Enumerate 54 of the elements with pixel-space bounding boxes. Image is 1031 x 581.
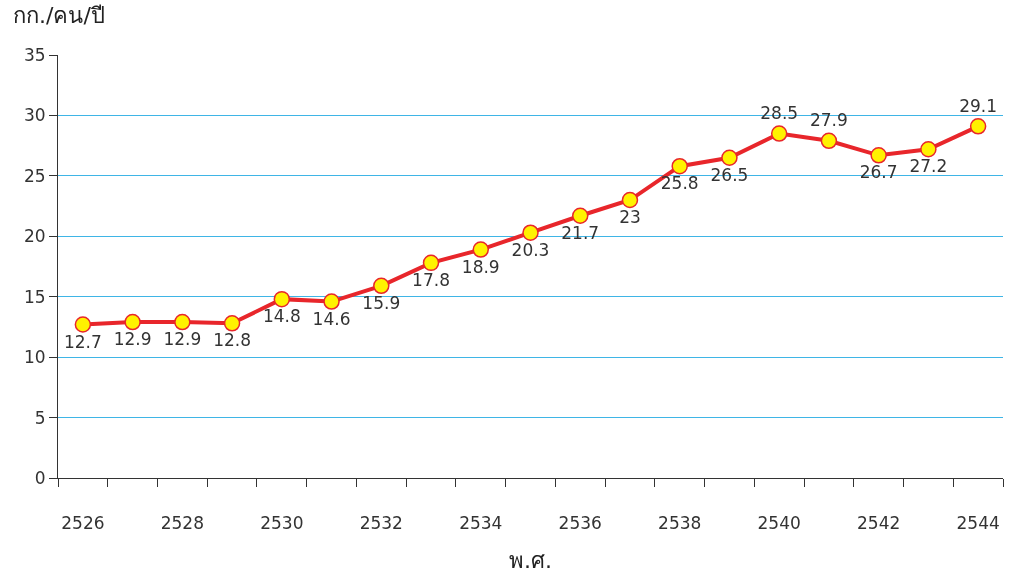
- point: [323, 293, 340, 310]
- data-label: 20.3: [511, 239, 550, 260]
- data-label: 29.1: [959, 95, 998, 116]
- data-label: 17.8: [412, 269, 450, 290]
- data-label: 15.9: [362, 292, 401, 313]
- point: [74, 316, 92, 333]
- data-label: 23: [619, 207, 641, 228]
- point: [422, 254, 440, 272]
- point: [472, 241, 490, 258]
- point: [969, 118, 987, 135]
- y-tick-label: 10: [23, 347, 46, 368]
- data-label: 12.9: [163, 329, 202, 350]
- data-label: 12.8: [213, 330, 252, 351]
- data-label: 25.8: [660, 173, 699, 194]
- data-label: 18.9: [461, 256, 500, 277]
- point: [174, 313, 191, 331]
- point: [522, 224, 539, 241]
- x-tick-label: 2534: [459, 513, 503, 534]
- point: [373, 277, 390, 295]
- data-label: 27.2: [909, 156, 948, 177]
- point: [273, 290, 291, 308]
- x-axis-title: พ.ศ.: [509, 548, 552, 574]
- x-tick-label: 2544: [956, 513, 1000, 534]
- x-tick-label: 2526: [61, 513, 105, 534]
- x-tick-label: 2540: [757, 513, 801, 534]
- y-tick-label: 5: [34, 407, 46, 428]
- point: [671, 157, 688, 175]
- y-tick-label: 35: [23, 44, 46, 65]
- data-label: 12.7: [63, 331, 102, 352]
- data-label: 12.9: [113, 329, 152, 350]
- x-tick-label: 2542: [857, 513, 901, 534]
- data-label: 27.9: [809, 110, 848, 131]
- data-label: 14.8: [262, 306, 301, 327]
- point: [572, 207, 589, 224]
- point: [870, 147, 887, 164]
- point: [621, 191, 639, 209]
- x-tick-label: 2532: [359, 513, 403, 534]
- x-tick-label: 2530: [260, 513, 304, 534]
- y-axis-title: กก./คน/ปี: [13, 3, 105, 28]
- y-tick-label: 15: [23, 286, 46, 307]
- point: [124, 313, 141, 331]
- point: [770, 125, 788, 142]
- data-label: 14.6: [312, 308, 351, 329]
- point: [721, 149, 738, 166]
- point: [920, 141, 937, 158]
- x-tick-label: 2536: [558, 513, 602, 534]
- y-tick-label: 20: [23, 226, 46, 247]
- point: [223, 315, 241, 332]
- point: [820, 132, 838, 150]
- x-tick-label: 2528: [160, 513, 204, 534]
- y-tick-label: 30: [23, 105, 46, 126]
- y-tick-label: 0: [34, 467, 46, 488]
- x-tick-label: 2538: [658, 513, 702, 534]
- y-tick-label: 25: [23, 165, 46, 186]
